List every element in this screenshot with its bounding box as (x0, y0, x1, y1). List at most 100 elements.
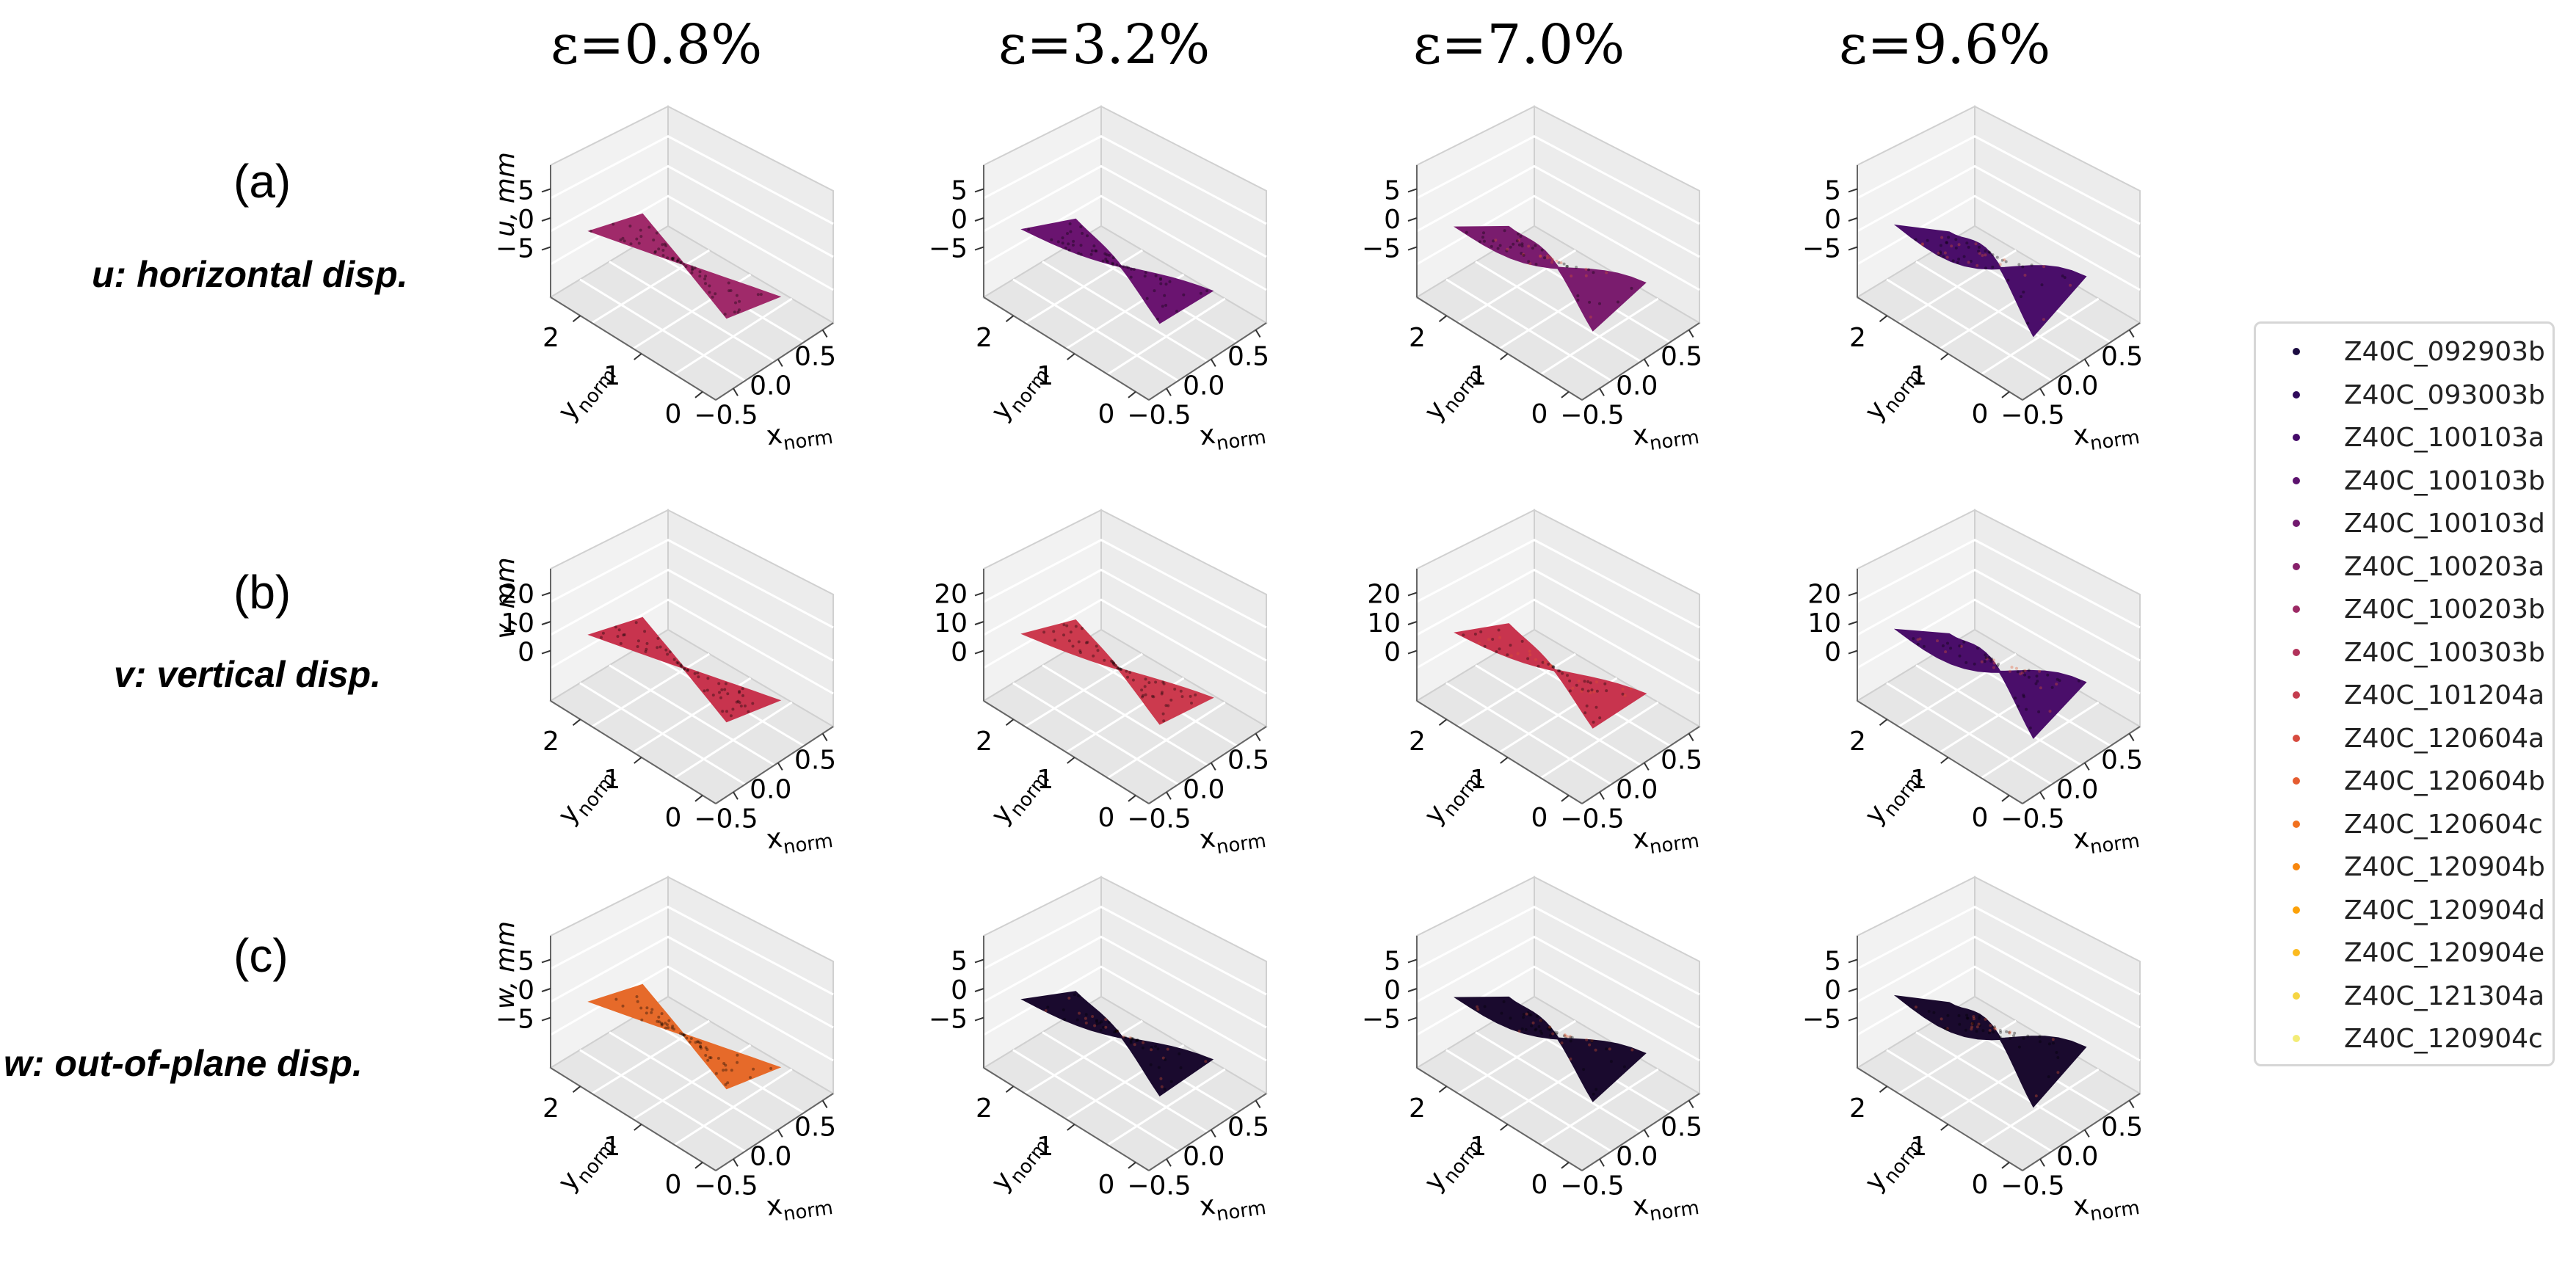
data-point (1920, 243, 1924, 247)
x-tick-label: 0.0 (2056, 371, 2098, 401)
x-tick (1210, 358, 1216, 367)
data-point (1584, 274, 1588, 277)
z-tick-label: −5 (929, 234, 968, 264)
data-point (690, 268, 694, 272)
y-tick-label: 2 (1409, 1094, 1426, 1124)
data-point (1548, 255, 1552, 259)
data-point (711, 295, 714, 299)
data-point (666, 652, 670, 656)
data-point (1566, 674, 1569, 677)
y-tick-label: 0 (1972, 399, 1989, 429)
data-point (1621, 687, 1625, 691)
x-axis-label: xnorm (1630, 816, 1700, 861)
data-point (1621, 692, 1625, 696)
data-point (664, 244, 668, 247)
y-tick (1005, 719, 1015, 726)
data-point (657, 1015, 661, 1019)
data-point (1107, 1021, 1111, 1024)
x-tick (733, 791, 739, 800)
data-point (2034, 682, 2038, 685)
data-point (1539, 1019, 1542, 1022)
y-axis-line (550, 1067, 716, 1171)
data-point (2056, 677, 2059, 681)
legend-label: Z40C_120904c (2344, 1024, 2543, 1054)
data-point (2040, 283, 2044, 287)
data-point (724, 1083, 728, 1086)
y-axis-line (1857, 1067, 2023, 1171)
data-point (729, 289, 733, 292)
data-point (697, 1040, 700, 1044)
data-point (1113, 1030, 1117, 1034)
data-point (1125, 669, 1128, 673)
data-point (677, 258, 681, 261)
data-point (1989, 659, 1993, 663)
data-point (1179, 1066, 1183, 1069)
data-point (1988, 1029, 1992, 1032)
data-point (1974, 242, 1978, 246)
row-label-b: (b) (233, 566, 291, 619)
data-point (639, 228, 642, 232)
data-point (1992, 1025, 1996, 1029)
y-tick (634, 1124, 642, 1131)
data-point (1594, 1088, 1598, 1091)
data-point (636, 1000, 639, 1003)
y-tick (1879, 315, 1888, 322)
x-axis-label: xnorm (1197, 1183, 1267, 1228)
z-tick (541, 188, 551, 193)
data-point (1159, 277, 1162, 281)
data-point (1590, 1039, 1594, 1043)
z-axis-label: w, mm (490, 921, 520, 1009)
data-point (1517, 243, 1521, 247)
data-point (1111, 261, 1114, 265)
data-point (1557, 261, 1561, 264)
z-gridline (983, 539, 1267, 629)
data-point (1957, 1014, 1961, 1017)
data-point (751, 702, 755, 705)
data-point (1543, 661, 1547, 664)
z-tick (974, 246, 984, 251)
legend-label: Z40C_092903b (2344, 337, 2545, 367)
data-point (1984, 250, 1987, 252)
y-tick (1005, 315, 1015, 322)
data-point (1553, 1030, 1556, 1034)
data-point (1204, 1060, 1208, 1063)
data-point (1940, 236, 1944, 239)
data-point (1095, 1019, 1098, 1022)
x-tick (2083, 358, 2090, 367)
z-tick (1407, 621, 1418, 625)
data-point (645, 1011, 648, 1015)
data-point (1987, 250, 1991, 254)
z-tick (974, 958, 984, 964)
data-point (690, 265, 694, 269)
data-point (723, 313, 727, 316)
data-point (1947, 236, 1951, 239)
data-point (1918, 637, 1922, 641)
x-tick (1599, 791, 1605, 800)
y-tick-label: 2 (1849, 727, 1866, 757)
data-point (2019, 672, 2022, 676)
data-point (1927, 1010, 1931, 1013)
data-point (1549, 1033, 1552, 1037)
data-point (1111, 661, 1115, 665)
data-point (666, 1023, 669, 1027)
x-axis-line (1148, 726, 1267, 804)
data-point (1078, 1011, 1081, 1015)
data-point (1132, 268, 1136, 271)
x-axis-line (715, 322, 834, 401)
y-tick-label: 1 (1910, 361, 1927, 391)
z-gridline (983, 194, 1267, 291)
data-point (1061, 236, 1064, 240)
z-tick (1407, 1016, 1418, 1022)
x-axis-line (2022, 726, 2141, 804)
data-point (1061, 241, 1064, 245)
data-point (1937, 253, 1940, 257)
data-point (1569, 1039, 1572, 1043)
y-tick-label: 0 (665, 1170, 682, 1200)
data-point (1530, 1024, 1534, 1027)
data-point (1540, 1032, 1544, 1035)
data-point (1478, 240, 1481, 244)
data-point (696, 1040, 700, 1044)
data-point (1527, 260, 1531, 263)
data-point (1072, 239, 1075, 243)
